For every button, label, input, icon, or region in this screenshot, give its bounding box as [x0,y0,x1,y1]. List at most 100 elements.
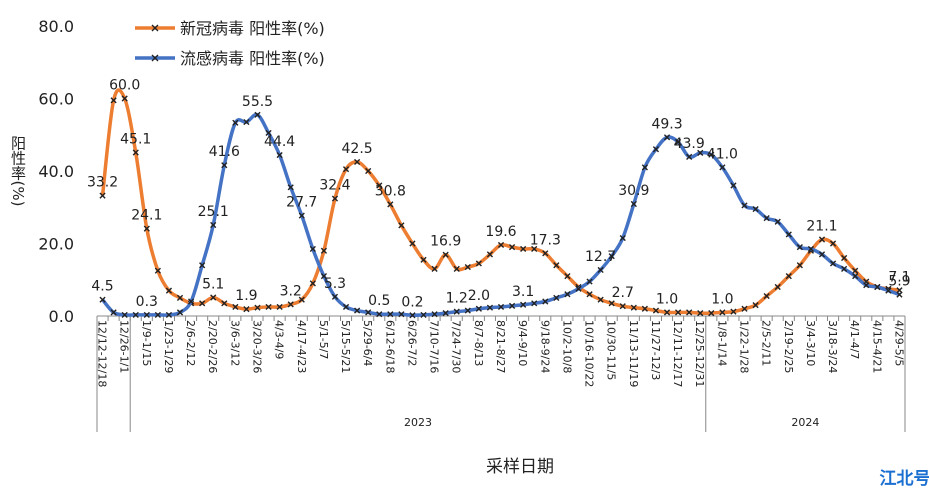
data-label: 5.9 [888,274,910,290]
marker [796,244,803,251]
x-tick-label: 4/29-5/5 [892,320,905,366]
legend-label: 新冠病毒 阳性率(%) [180,19,325,38]
marker [420,311,427,319]
marker [365,309,372,316]
marker [630,200,637,208]
marker [608,300,615,307]
marker [542,298,549,305]
data-label: 2.0 [468,288,490,304]
marker [597,296,604,303]
marker [254,304,261,311]
marker [486,251,494,258]
marker [354,158,361,166]
marker [442,251,449,258]
marker [387,201,394,208]
marker [243,306,250,313]
x-tick-label: 4/15-4/21 [870,320,883,373]
marker [796,262,803,269]
x-tick-label: 5/1-5/7 [317,320,330,359]
x-tick-label: 3/6-3/12 [228,320,241,366]
marker [210,221,217,229]
data-label: 24.1 [131,208,162,224]
x-axis-title: 采样日期 [486,457,554,477]
marker [276,151,283,159]
marker [243,118,250,126]
x-tick-label: 2/20-2/26 [206,320,219,373]
marker [619,303,626,310]
marker [675,138,682,146]
marker [320,273,327,280]
marker [708,151,715,158]
x-tick-label: 6/26-7/2 [405,320,418,366]
marker [265,129,272,137]
x-tick-label: 3/20-3/26 [250,320,263,373]
x-tick-label: 12/11-12/17 [671,320,684,387]
y-tick-label: 20.0 [38,235,74,254]
marker [276,303,283,311]
x-tick-label: 2/5-2/11 [760,320,773,366]
marker [553,294,560,301]
x-tick-label: 12/25-12/31 [693,320,706,387]
marker [475,305,482,312]
marker [586,278,593,285]
marker [342,166,350,173]
marker [221,162,228,169]
data-label: 21.1 [806,219,837,235]
marker [199,300,206,307]
marker [652,307,660,314]
data-label: 1.9 [235,288,257,304]
data-label: 1.2 [446,291,468,307]
marker [121,95,128,102]
x-tick-label: 12/12-12/18 [96,320,109,387]
marker [110,97,117,104]
x-tick-label: 10/16-10/22 [583,320,596,387]
marker [176,309,184,316]
marker [254,111,261,118]
marker [652,146,660,153]
marker [818,251,826,258]
x-tick-label: 9/4-9/10 [516,320,529,366]
data-label: 0.3 [136,294,158,310]
x-tick-label: 1/8-1/14 [715,320,728,366]
data-label: 45.1 [120,132,151,148]
data-label: 12.7 [585,249,616,265]
marker [807,245,815,253]
marker [686,153,693,160]
marker [298,212,305,219]
marker [354,307,361,314]
marker [99,192,106,199]
data-label: 17.3 [530,232,561,248]
marker [442,310,449,317]
marker [409,240,416,247]
x-tick-label: 1/9-1/15 [140,320,153,366]
marker [165,311,173,319]
x-tick-label: 4/1-4/7 [848,320,861,359]
marker [453,308,460,315]
x-tick-label: 11/27-12/3 [649,320,662,380]
data-label: 7.1 [888,269,910,285]
marker [320,247,327,254]
marker [287,301,294,308]
marker [586,291,593,298]
marker [420,256,427,263]
x-tick-label: 1/22-1/28 [738,320,751,373]
data-label: 2.7 [612,285,634,301]
x-tick-label: 12/26-1/1 [118,320,131,373]
x-tick-label: 6/12-6/18 [383,320,396,373]
x-tick-label: 11/13-11/19 [627,320,640,387]
marker [752,302,759,309]
marker [464,263,471,271]
marker [486,304,494,311]
marker [852,267,859,274]
y-tick-label: 40.0 [38,162,74,181]
marker [874,283,881,291]
marker [520,301,527,308]
data-label: 5.3 [324,276,346,292]
marker [741,202,748,209]
data-label: 0.2 [401,294,423,310]
marker [730,308,737,315]
marker [232,303,239,311]
x-tick-label: 7/24-7/30 [450,320,463,373]
x-tick-label: 8/7-8/13 [472,320,485,366]
